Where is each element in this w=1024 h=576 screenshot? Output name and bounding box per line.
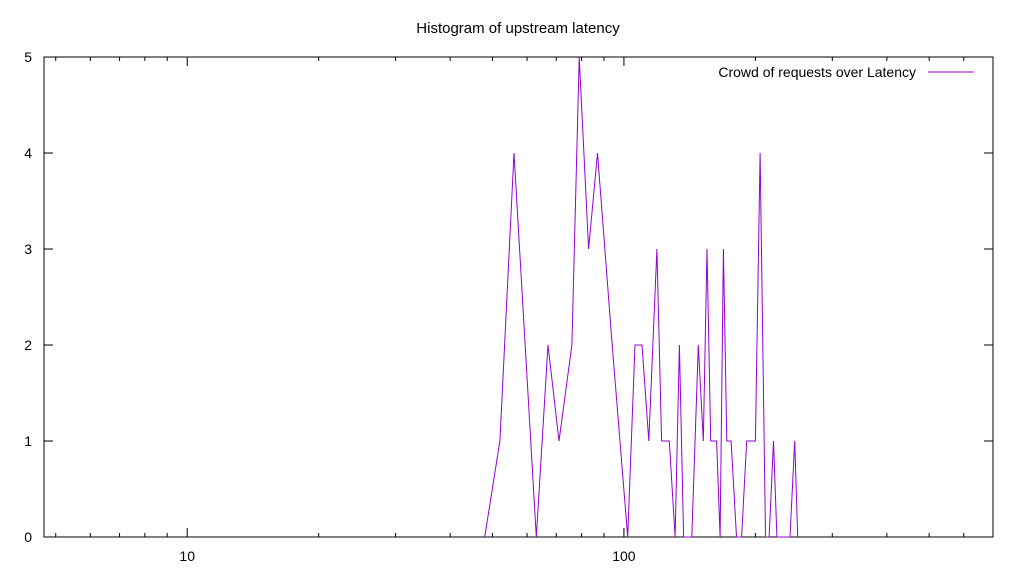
y-tick-label: 4	[24, 145, 32, 161]
y-tick-label: 3	[24, 241, 32, 257]
legend: Crowd of requests over Latency	[718, 64, 974, 80]
chart-title: Histogram of upstream latency	[416, 20, 620, 37]
x-tick-label: 100	[612, 548, 636, 564]
axis-ticks	[44, 56, 994, 538]
axis-tick-labels: 0 1 2 3 4 5 10 100	[24, 49, 636, 564]
y-tick-label: 2	[24, 337, 32, 353]
series-line	[484, 56, 799, 538]
x-tick-label: 10	[179, 548, 195, 564]
y-tick-label: 5	[24, 49, 32, 65]
plot-frame	[43, 56, 994, 538]
y-tick-label: 0	[24, 529, 32, 545]
y-tick-label: 1	[24, 433, 32, 449]
legend-label: Crowd of requests over Latency	[718, 64, 916, 80]
series-layer	[484, 56, 799, 538]
